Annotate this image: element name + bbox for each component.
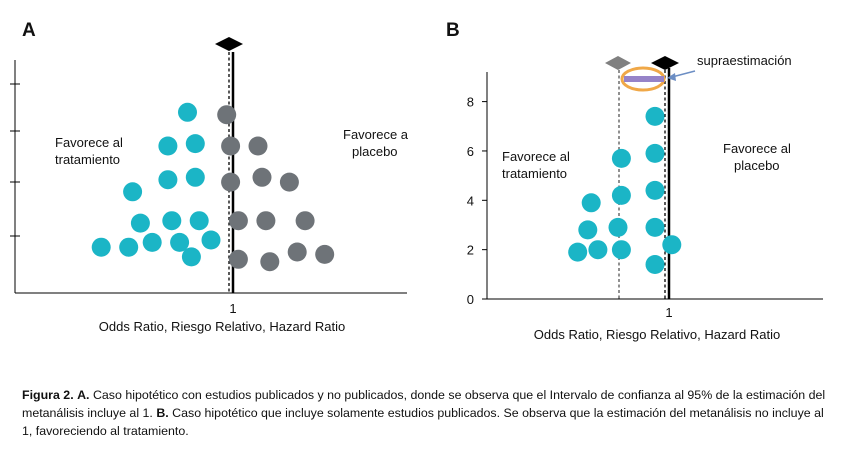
- published-study-point: [611, 240, 631, 260]
- published-study-point: [178, 102, 197, 122]
- published-study-point: [158, 136, 178, 156]
- panel-b-y-tick-label: 6: [467, 144, 474, 159]
- published-study-point: [611, 148, 631, 168]
- unpublished-study-point: [295, 211, 315, 231]
- unpublished-study-point: [228, 249, 248, 269]
- published-study-point: [185, 167, 205, 187]
- published-study-point: [162, 211, 182, 231]
- caption-b-text: Caso hipotético que incluye solamente es…: [22, 406, 824, 438]
- unpublished-study-point: [228, 211, 248, 231]
- published-study-point: [181, 247, 201, 267]
- unpublished-study-point: [279, 172, 299, 192]
- panel-b-right-region-line2: placebo: [734, 158, 780, 173]
- published-study-point: [185, 134, 205, 154]
- published-study-point: [119, 237, 139, 257]
- panel-a-letter: A: [22, 20, 36, 41]
- panel-a-points: [91, 102, 335, 272]
- unpublished-study-point: [252, 167, 272, 187]
- caption-a-label: A.: [77, 388, 90, 402]
- panel-b-letter: B: [446, 20, 460, 41]
- panel-b-left-region-line2: tratamiento: [502, 166, 567, 181]
- panel-b-x-tick-label: 1: [665, 305, 672, 320]
- published-study-point: [568, 242, 588, 262]
- panel-b: B 0 2 4 6 8 supraestimación Favorece al trat…: [446, 20, 823, 342]
- panel-a-x-axis-title: Odds Ratio, Riesgo Relativo, Hazard Rati…: [99, 319, 345, 334]
- unpublished-study-point: [217, 105, 237, 125]
- published-study-point: [158, 170, 178, 190]
- published-study-point: [645, 180, 665, 200]
- caption-figure-label: Figura 2.: [22, 388, 74, 402]
- panel-b-shift-bar: [624, 76, 664, 82]
- published-study-point: [170, 232, 190, 252]
- panel-a-x-tick-label: 1: [229, 301, 236, 316]
- panel-b-y-tick-label: 8: [467, 95, 474, 110]
- unpublished-study-point: [256, 211, 276, 231]
- panel-b-y-ticks: 0 2 4 6 8: [467, 95, 487, 307]
- panel-b-left-region-line1: Favorece al: [502, 149, 570, 164]
- unpublished-study-point: [260, 252, 280, 272]
- published-study-point: [608, 217, 628, 237]
- published-study-point: [662, 235, 682, 255]
- published-study-point: [189, 211, 209, 231]
- panel-b-arrowhead: [667, 73, 676, 81]
- panel-b-y-tick-label: 2: [467, 243, 474, 258]
- published-study-point: [91, 237, 111, 257]
- published-study-point: [645, 217, 665, 237]
- published-study-point: [611, 185, 631, 205]
- published-study-point: [588, 240, 608, 260]
- published-study-point: [645, 143, 665, 163]
- panel-b-annotation-arrow: [671, 70, 696, 78]
- panel-a-right-region-line2: placebo: [352, 144, 398, 159]
- unpublished-study-point: [287, 242, 307, 262]
- unpublished-study-point: [221, 172, 241, 192]
- panel-a-left-region-line1: Favorece al: [55, 135, 123, 150]
- panel-b-right-region-line1: Favorece al: [723, 141, 791, 156]
- caption-b-label: B.: [156, 406, 169, 420]
- published-study-point: [130, 213, 150, 233]
- unpublished-study-point: [248, 136, 268, 156]
- panel-a: A Favorece al tratamiento Favorece a pla…: [10, 20, 409, 334]
- published-study-point: [645, 255, 665, 274]
- panel-b-true-diamond: [651, 56, 679, 70]
- panel-b-points: [568, 106, 682, 274]
- panel-a-pooled-diamond: [215, 37, 243, 51]
- panel-b-y-tick-label: 0: [467, 292, 474, 307]
- published-study-point: [142, 232, 162, 252]
- panel-b-annotation: supraestimación: [697, 53, 792, 68]
- panel-b-x-axis-title: Odds Ratio, Riesgo Relativo, Hazard Rati…: [534, 327, 780, 342]
- caption-a-text: Caso hipotético con estudios publicados …: [22, 388, 826, 420]
- published-study-point: [123, 182, 143, 202]
- unpublished-study-point: [315, 244, 335, 264]
- published-study-point: [645, 106, 665, 126]
- panel-b-y-tick-label: 4: [467, 193, 474, 208]
- figure-caption: Figura 2. A. Caso hipotético con estudio…: [22, 386, 834, 440]
- published-study-point: [578, 220, 598, 240]
- panel-a-right-region-line1: Favorece a: [343, 127, 409, 142]
- panel-b-biased-diamond: [605, 56, 631, 70]
- published-study-point: [581, 193, 601, 213]
- panel-a-left-region-line2: tratamiento: [55, 152, 120, 167]
- unpublished-study-point: [221, 136, 241, 156]
- published-study-point: [201, 230, 221, 250]
